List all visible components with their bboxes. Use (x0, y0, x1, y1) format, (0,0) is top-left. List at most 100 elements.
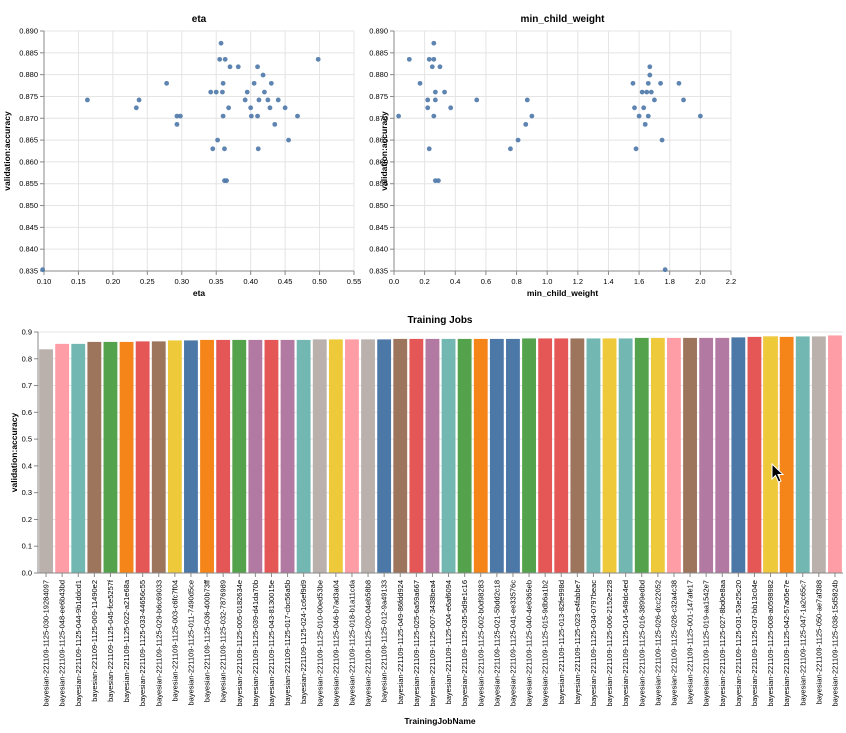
data-point (174, 121, 180, 127)
bar (103, 341, 118, 573)
data-point (641, 105, 647, 111)
data-point (659, 137, 665, 143)
data-point (133, 105, 139, 111)
data-point (524, 97, 530, 103)
bar (473, 338, 488, 573)
y-tick-label: 0.860 (19, 157, 38, 166)
scatter-chart-eta: 0.10 0.15 0.20 0.25 0.30 0.35 0.40 0.45 0.50 0.55… (2, 14, 361, 298)
x-tick-label: bayesian-221109-1125-041-ee33576c (508, 580, 517, 706)
bar (200, 339, 214, 573)
x-tick-label: bayesian-221109-1125-048-ee6b43bd (58, 580, 67, 707)
data-point (515, 137, 521, 143)
x-tick-label: bayesian-221109-1125-029-b6c69033 (154, 580, 163, 706)
data-point (406, 56, 412, 62)
x-tick-label: 0.6 (481, 277, 491, 286)
bar (248, 339, 263, 573)
x-tick-label: 0.8 (511, 277, 521, 286)
data-point (164, 80, 170, 86)
data-point (432, 97, 438, 103)
y-tick-label: 0.5 (22, 435, 32, 444)
data-point (265, 97, 271, 103)
data-point (662, 267, 668, 273)
x-tick-label: bayesian-221109-1125-016-3899edbd (637, 580, 646, 707)
data-point (248, 105, 254, 111)
bar (39, 349, 53, 573)
x-tick-label: 0.20 (106, 277, 121, 286)
bar (667, 337, 681, 573)
data-point (442, 89, 447, 95)
bar (457, 338, 472, 573)
data-point (431, 40, 437, 46)
y-tick-label: 0.2 (22, 515, 32, 524)
data-point (658, 80, 663, 86)
data-point (645, 80, 651, 86)
data-point (275, 97, 281, 103)
data-point (295, 113, 300, 119)
y-axis-title: validation:accuracy (2, 111, 12, 191)
y-tick-label: 0.880 (369, 70, 388, 79)
x-tick-label: bayesian-221109-1125-049-86fdd924 (396, 580, 405, 704)
data-point (178, 113, 183, 119)
bar (151, 341, 166, 573)
data-point (676, 80, 682, 86)
data-point (251, 80, 257, 86)
bar (650, 337, 665, 573)
bar (699, 337, 714, 573)
y-tick-label: 0.8 (22, 354, 32, 363)
bar (87, 341, 102, 573)
data-point (647, 72, 653, 78)
y-tick-label: 0.1 (22, 542, 32, 551)
bar (71, 343, 86, 573)
x-tick-label: bayesian-221109-1125-010-00ed53be (315, 580, 324, 707)
data-point (437, 64, 443, 70)
x-tick-label: bayesian-221109-1125-024-1c6ef9d9 (299, 580, 308, 704)
data-point (697, 113, 703, 119)
y-tick-label: 0.845 (369, 223, 388, 232)
bar (715, 337, 730, 573)
y-tick-label: 0.865 (369, 136, 388, 145)
x-tick-label: bayesian-221109-1125-037-bb13c04e (750, 580, 759, 706)
chart-title: Training Jobs (407, 315, 472, 326)
mouse-pointer-icon (771, 463, 785, 483)
y-axis-title: validation:accuracy (379, 111, 389, 191)
data-point (652, 97, 657, 103)
data-point (286, 137, 291, 143)
data-point (425, 97, 431, 103)
x-tick-label: bayesian-221109-1125-017-cbc56a5b (283, 580, 292, 706)
y-tick-label: 0.0 (22, 569, 32, 578)
x-tick-label: bayesian-221109-1125-039-d41da70b (251, 580, 260, 707)
x-tick-label: bayesian-221109-1125-023-e4fabbe7 (573, 580, 582, 704)
x-tick-label: bayesian-221109-1125-011-7490d5ce (186, 580, 195, 706)
data-point (426, 56, 432, 62)
y-tick-label: 0.4 (22, 461, 32, 470)
data-point (642, 121, 648, 127)
bar (377, 339, 392, 573)
y-tick-label: 0.850 (369, 201, 388, 210)
y-tick-label: 0.860 (369, 157, 388, 166)
bar (747, 336, 762, 573)
data-point (220, 113, 226, 119)
y-tick-label: 0.875 (369, 92, 388, 101)
data-point (218, 40, 224, 46)
x-tick-label: 2.2 (726, 277, 736, 286)
bar (216, 339, 231, 573)
data-point (208, 89, 214, 95)
x-tick-label: bayesian-221109-1125-042-57a05e7e (782, 580, 791, 707)
x-tick-label: bayesian-221109-1125-046-b7ad3a04 (331, 580, 340, 707)
data-point (210, 146, 216, 152)
data-point (315, 56, 321, 62)
data-point (272, 121, 278, 127)
x-tick-label: bayesian-221109-1125-008-a0598982 (766, 580, 775, 707)
data-point (431, 56, 437, 62)
data-point (262, 89, 267, 95)
x-tick-label: 1.4 (603, 277, 613, 286)
x-tick-label: bayesian-221109-1125-006-2152e228 (605, 580, 614, 707)
data-point (242, 97, 248, 103)
bar (345, 339, 359, 573)
y-tick-label: 0.890 (19, 27, 38, 36)
x-tick-label: bayesian-221109-1125-040-4e6365eb (525, 580, 534, 707)
bar (570, 338, 585, 573)
data-point (396, 113, 401, 119)
data-point (226, 105, 232, 111)
